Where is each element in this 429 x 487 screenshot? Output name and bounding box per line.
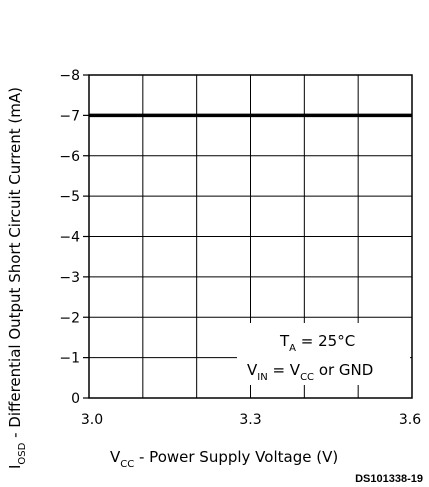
annotation-line-1: TA = 25°C — [279, 332, 355, 354]
y-tick-label: −1 — [59, 351, 80, 367]
y-tick-label: −3 — [59, 270, 80, 286]
y-tick-label: −2 — [59, 310, 80, 326]
y-axis-title: IOSD - Differential Output Short Circuit… — [6, 87, 28, 469]
figure-id: DS101338-19 — [355, 473, 423, 485]
x-tick-label: 3.0 — [81, 412, 103, 428]
y-tick-label: 0 — [71, 391, 80, 407]
y-tick-label: −5 — [59, 189, 80, 205]
x-tick-labels: 3.0 3.3 3.6 — [81, 412, 421, 428]
annotation-line-2: VIN = VCC or GND — [247, 361, 373, 383]
x-tick-label: 3.6 — [399, 412, 421, 428]
annotation-box — [237, 323, 410, 385]
y-tick-label: −4 — [59, 230, 80, 246]
y-tick-label: −8 — [59, 68, 80, 84]
y-tick-label: −6 — [59, 149, 80, 165]
x-axis-title: VCC - Power Supply Voltage (V) — [110, 448, 338, 470]
y-tick-label: −7 — [59, 108, 80, 124]
y-tick-labels: 0 −1 −2 −3 −4 −5 −6 −7 −8 — [59, 68, 89, 407]
x-tick-label: 3.3 — [239, 412, 261, 428]
